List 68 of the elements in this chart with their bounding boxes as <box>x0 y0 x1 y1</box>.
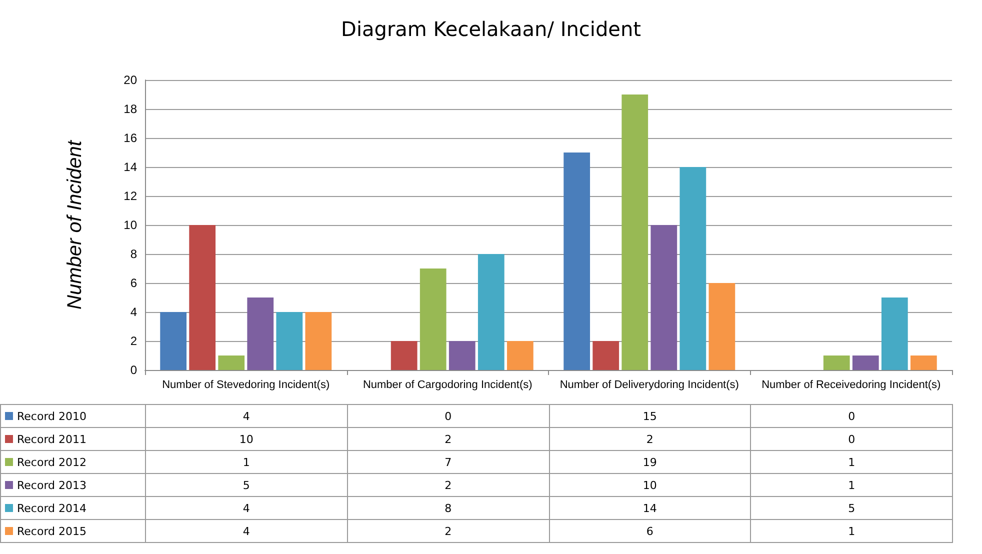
y-axis-title: Number of Incident <box>64 139 86 310</box>
data-label: 4 <box>146 404 348 428</box>
bar <box>276 312 303 370</box>
x-tick-label: Number of Deliverydoring Incident(s) <box>560 379 739 391</box>
legend-label: Record 2015 <box>0 520 146 542</box>
data-label: 1 <box>750 450 952 474</box>
y-tick-label: 8 <box>130 247 138 261</box>
legend-label: Record 2010 <box>0 404 146 428</box>
data-label: 14 <box>549 496 751 520</box>
y-tick-label: 20 <box>124 73 138 87</box>
data-label: 1 <box>146 450 348 474</box>
data-label: 0 <box>347 404 549 428</box>
bar <box>650 225 678 370</box>
data-label: 2 <box>347 520 549 542</box>
y-tick-label: 16 <box>124 131 138 145</box>
bar <box>247 298 274 370</box>
data-label: 19 <box>549 450 751 474</box>
y-tick-label: 12 <box>124 189 138 203</box>
data-label: 15 <box>549 404 751 428</box>
y-tick-label: 2 <box>130 334 138 348</box>
bar <box>189 225 216 370</box>
bar <box>823 356 850 370</box>
data-label: 0 <box>750 428 952 450</box>
bar <box>852 356 879 370</box>
bar <box>680 167 706 370</box>
bar <box>448 341 476 370</box>
data-label: 10 <box>146 428 348 450</box>
y-tick-label: 6 <box>130 276 138 290</box>
y-tick-label: 14 <box>124 160 138 174</box>
x-tick-label: Number of Receivedoring Incident(s) <box>762 379 941 391</box>
bar <box>564 152 590 370</box>
data-label: 5 <box>750 496 952 520</box>
bar <box>420 268 446 370</box>
data-label: 8 <box>347 496 549 520</box>
y-tick-label: 10 <box>124 218 138 232</box>
y-tick-label: 18 <box>124 102 138 116</box>
data-label: 1 <box>750 474 952 496</box>
bar <box>622 94 648 370</box>
bar <box>708 283 736 370</box>
data-label: 0 <box>750 404 952 428</box>
x-tick-label: Number of Cargodoring Incident(s) <box>362 379 532 391</box>
data-label: 2 <box>347 428 549 450</box>
bar <box>881 298 908 370</box>
data-label: 1 <box>750 520 952 542</box>
legend-label: Record 2014 <box>0 496 146 520</box>
legend-label: Record 2011 <box>0 428 146 450</box>
data-label: 2 <box>549 428 751 450</box>
legend-label: Record 2013 <box>0 474 146 496</box>
bar <box>305 312 332 370</box>
bar <box>218 356 245 370</box>
bar <box>390 341 418 370</box>
data-label: 4 <box>146 496 348 520</box>
data-label: 10 <box>549 474 751 496</box>
chart-title: Diagram Kecelakaan/ Incident <box>341 17 642 41</box>
bar <box>910 356 937 370</box>
bar <box>592 341 620 370</box>
bar <box>160 312 187 370</box>
data-label: 7 <box>347 450 549 474</box>
bar <box>506 341 534 370</box>
y-tick-label: 4 <box>130 305 138 319</box>
data-label: 4 <box>146 520 348 542</box>
y-tick-label: 0 <box>130 363 138 377</box>
legend-label: Record 2012 <box>0 450 146 474</box>
bar <box>478 254 504 370</box>
data-label: 6 <box>549 520 751 542</box>
x-tick-label: Number of Stevedoring Incident(s) <box>162 379 330 391</box>
data-label: 5 <box>146 474 348 496</box>
data-label: 2 <box>347 474 549 496</box>
